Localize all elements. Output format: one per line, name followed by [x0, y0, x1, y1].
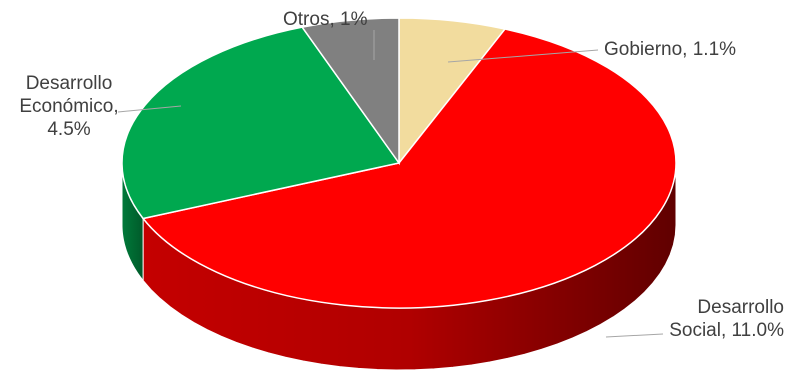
label-line: Desarrollo: [25, 73, 113, 94]
pie-slice-otros-1: [300, 17, 400, 166]
label-line: Económico,: [19, 96, 119, 117]
pie-slice-desarrollo-economico-4-5: [121, 26, 401, 220]
label-line: Otros, 1%: [283, 9, 368, 30]
leader-line-gobierno: [447, 49, 599, 63]
leader-lines: [117, 30, 664, 338]
slice-label-otros: Otros, 1%: [283, 8, 367, 31]
slice-label-gobierno: Gobierno, 1.1%: [604, 38, 736, 61]
label-line: 4.5%: [47, 119, 91, 140]
pie-top-layer: [121, 17, 677, 309]
label-line: Gobierno, 1.1%: [604, 39, 737, 60]
label-line: Social, 11.0%: [669, 320, 784, 341]
leader-line-desarrollo-social: [605, 333, 664, 338]
pie-slice-desarrollo-social-11-0: [141, 28, 677, 309]
slice-label-desarrollo-social: Desarrollo Social, 11.0%: [664, 296, 784, 342]
slice-label-desarrollo-economico: Desarrollo Económico, 4.5%: [6, 72, 132, 141]
label-line: Desarrollo: [697, 297, 784, 318]
leader-line-desarrollo-economico: [117, 105, 182, 113]
